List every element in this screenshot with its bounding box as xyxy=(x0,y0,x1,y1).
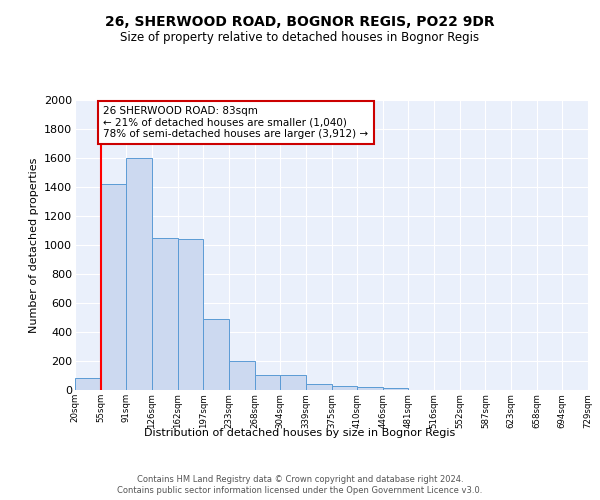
Text: Size of property relative to detached houses in Bognor Regis: Size of property relative to detached ho… xyxy=(121,31,479,44)
Bar xyxy=(127,158,152,390)
Bar xyxy=(254,375,280,390)
Text: Contains HM Land Registry data © Crown copyright and database right 2024.
Contai: Contains HM Land Registry data © Crown c… xyxy=(118,476,482,494)
Bar xyxy=(383,388,409,390)
Bar xyxy=(306,384,331,390)
Bar xyxy=(178,239,203,390)
Bar xyxy=(101,184,127,390)
Text: 26, SHERWOOD ROAD, BOGNOR REGIS, PO22 9DR: 26, SHERWOOD ROAD, BOGNOR REGIS, PO22 9D… xyxy=(105,16,495,30)
Bar xyxy=(229,361,254,390)
Bar xyxy=(357,387,383,390)
Bar xyxy=(280,375,306,390)
Bar xyxy=(331,386,357,390)
Text: 26 SHERWOOD ROAD: 83sqm
← 21% of detached houses are smaller (1,040)
78% of semi: 26 SHERWOOD ROAD: 83sqm ← 21% of detache… xyxy=(103,106,368,139)
Bar xyxy=(75,378,101,390)
Bar xyxy=(203,319,229,390)
Bar xyxy=(152,238,178,390)
Text: Distribution of detached houses by size in Bognor Regis: Distribution of detached houses by size … xyxy=(145,428,455,438)
Y-axis label: Number of detached properties: Number of detached properties xyxy=(29,158,38,332)
